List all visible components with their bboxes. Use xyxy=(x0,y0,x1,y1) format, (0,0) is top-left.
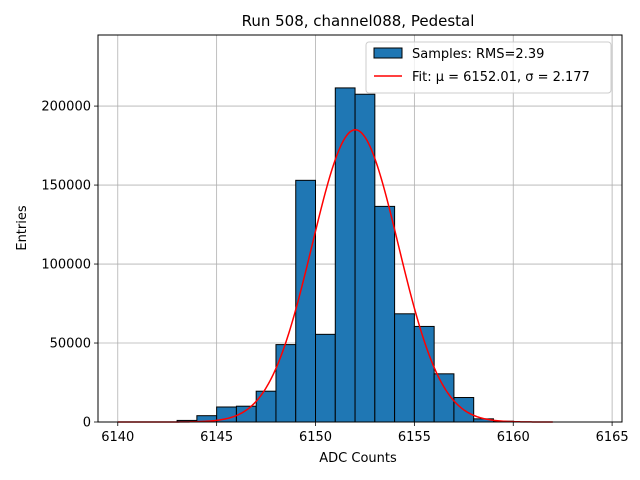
histogram-bar xyxy=(315,333,336,423)
y-axis-title: Entries xyxy=(15,205,30,251)
x-tick-label: 6155 xyxy=(398,430,431,445)
legend-label-fit: Fit: μ = 6152.01, σ = 2.177 xyxy=(412,70,590,85)
histogram-bar xyxy=(394,313,415,423)
y-tick-label: 100000 xyxy=(41,258,91,273)
x-tick-label: 6160 xyxy=(497,430,530,445)
x-tick-label: 6165 xyxy=(596,430,629,445)
legend-swatch-samples xyxy=(373,47,403,59)
y-tick-label: 0 xyxy=(83,416,91,431)
axis-ticks: 6140 6145 6150 6155 6160 6165 0 50000 100000 1500… xyxy=(41,100,628,445)
histogram-bar xyxy=(255,390,277,423)
legend-box xyxy=(365,41,612,94)
histogram-bar xyxy=(275,344,297,423)
histogram-bar xyxy=(374,205,396,423)
x-axis-title: ADC Counts xyxy=(319,451,397,466)
x-tick-label: 6145 xyxy=(200,430,233,445)
x-tick-label: 6140 xyxy=(101,430,134,445)
legend-label-samples: Samples: RMS=2.39 xyxy=(412,47,544,62)
y-tick-label: 150000 xyxy=(41,179,91,194)
plot-frame xyxy=(97,34,623,423)
chart-title: Run 508, channel088, Pedestal xyxy=(242,12,475,30)
y-tick-label: 200000 xyxy=(41,100,91,115)
histogram-bars xyxy=(176,87,514,423)
legend: Samples: RMS=2.39 Fit: μ = 6152.01, σ = … xyxy=(365,41,612,94)
histogram-bar xyxy=(354,93,376,423)
x-tick-label: 6150 xyxy=(299,430,332,445)
y-tick-label: 50000 xyxy=(50,337,91,352)
